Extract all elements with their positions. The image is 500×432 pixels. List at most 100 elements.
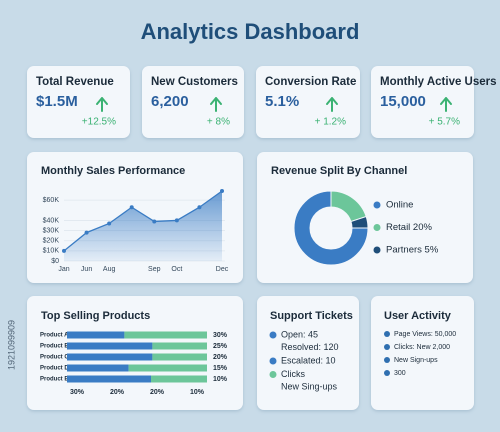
- share-label: 20%: [213, 354, 228, 361]
- y-tick-label: $40K: [43, 217, 60, 224]
- up-arrow: [210, 97, 222, 112]
- card-title: Top Selling Products: [41, 310, 150, 322]
- ticket-item: New Sing-ups: [281, 381, 338, 391]
- kpi-value: $1.5M: [36, 93, 78, 110]
- ticket-dot: [269, 371, 277, 378]
- x-tick-label: Dec: [216, 266, 229, 273]
- legend-label: Retail 20%: [386, 222, 432, 233]
- pie-slice: [293, 190, 369, 266]
- legend-label: Online: [386, 200, 413, 211]
- product-bar: [151, 375, 207, 383]
- axis-label: 10%: [190, 389, 205, 396]
- activity-item: 300: [394, 370, 406, 377]
- card-title: Revenue Split By Channel: [271, 165, 407, 177]
- sales-point: [174, 218, 179, 223]
- sales-point: [197, 205, 202, 210]
- activity-card: [371, 296, 474, 410]
- activity-item: Page Views: 50,000: [394, 331, 456, 338]
- ticket-item: Clicks: [281, 369, 305, 379]
- card-title: Support Tickets: [270, 310, 353, 322]
- up-arrow: [440, 97, 452, 112]
- dashboard-title: Analytics Dashboard: [141, 19, 360, 44]
- product-bar: [67, 375, 151, 383]
- ticket-item: Resolved: 120: [281, 342, 339, 352]
- ticket-item: Open: 45: [281, 329, 318, 339]
- kpi-value: 5.1%: [265, 93, 299, 110]
- kpi-card: [371, 66, 474, 138]
- kpi-change: + 5.7%: [429, 117, 461, 128]
- y-tick-label: $10K: [43, 248, 60, 255]
- activity-item: Clicks: New 2,000: [394, 344, 450, 351]
- product-label: Product A: [40, 333, 69, 339]
- legend-dot: [373, 246, 381, 254]
- legend-dot: [373, 224, 381, 231]
- activity-dot: [384, 357, 390, 363]
- activity-dot: [384, 344, 390, 350]
- x-tick-label: Jan: [58, 266, 69, 273]
- product-bar: [128, 364, 207, 372]
- kpi-label: Conversion Rate: [265, 76, 356, 88]
- activity-dot: [384, 331, 390, 337]
- kpi-card: [142, 66, 244, 138]
- sales-point: [220, 189, 224, 194]
- kpi-value: 6,200: [151, 93, 189, 110]
- ticket-dot: [269, 331, 277, 339]
- activity-dot: [384, 370, 390, 376]
- kpi-label: Monthly Active Users: [380, 76, 497, 88]
- kpi-change: + 1.2%: [315, 117, 347, 128]
- product-bar: [152, 342, 207, 350]
- share-label: 30%: [213, 332, 228, 339]
- ticket-dot: [269, 357, 277, 365]
- product-bar: [67, 331, 125, 339]
- up-arrow: [96, 97, 108, 112]
- pie-slice: [350, 215, 369, 229]
- y-tick-label: $0: [51, 258, 59, 265]
- sales-line: [63, 190, 223, 252]
- sales-point: [152, 219, 157, 224]
- product-label: Product C: [40, 355, 69, 361]
- watermark: 1921099909: [6, 320, 16, 370]
- axis-label: 30%: [70, 389, 85, 396]
- card-title: User Activity: [384, 310, 452, 322]
- x-tick-label: Aug: [103, 266, 116, 273]
- product-label: Product B: [40, 344, 69, 350]
- legend-dot: [373, 201, 381, 209]
- product-bar: [67, 364, 129, 372]
- sales-point: [129, 205, 134, 210]
- y-tick-label: $60K: [43, 197, 60, 204]
- x-tick-label: Sep: [148, 266, 161, 273]
- product-label: Product E: [40, 377, 68, 383]
- sales-area: [64, 191, 222, 261]
- product-bar: [67, 353, 153, 361]
- y-tick-label: $30K: [43, 227, 60, 234]
- kpi-label: Total Revenue: [36, 76, 114, 88]
- sales-point: [84, 230, 89, 235]
- kpi-card: [256, 66, 360, 138]
- axis-label: 20%: [150, 389, 165, 396]
- legend-label: Partners 5%: [386, 245, 439, 256]
- x-tick-label: Jun: [81, 266, 92, 273]
- ticket-item: Escalated: 10: [281, 355, 336, 365]
- share-label: 15%: [213, 365, 228, 372]
- up-arrow: [326, 97, 338, 112]
- card-title: Monthly Sales Performance: [41, 165, 185, 177]
- share-label: 25%: [213, 343, 228, 350]
- kpi-change: + 8%: [207, 117, 230, 128]
- product-label: Product D: [40, 366, 69, 372]
- kpi-value: 15,000: [380, 93, 426, 110]
- share-label: 10%: [213, 376, 228, 383]
- sales-point: [62, 248, 66, 253]
- tickets-card: [257, 296, 359, 410]
- kpi-change: +12.5%: [82, 117, 116, 128]
- x-tick-label: Oct: [171, 266, 182, 273]
- product-bar: [67, 342, 153, 350]
- product-bar: [124, 331, 207, 339]
- sales-point: [107, 221, 112, 226]
- kpi-card: [27, 66, 130, 138]
- activity-item: New Sign-ups: [394, 357, 438, 364]
- kpi-label: New Customers: [151, 76, 238, 88]
- axis-label: 20%: [110, 389, 125, 396]
- product-bar: [152, 353, 207, 361]
